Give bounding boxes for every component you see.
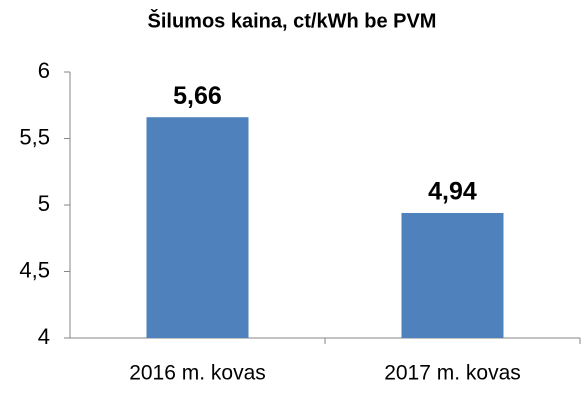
value-label: 5,66: [173, 82, 222, 110]
y-tick-label: 5,5: [19, 124, 50, 149]
value-label: 4,94: [428, 178, 477, 206]
bar: [401, 212, 504, 338]
y-tick-label: 4,5: [19, 257, 50, 282]
x-tick-label: 2017 m. kovas: [384, 362, 521, 385]
y-tick-label: 5: [38, 191, 50, 216]
bar: [146, 117, 249, 338]
chart-title: Šilumos kaina, ct/kWh be PVM: [148, 8, 437, 32]
x-tick-label: 2016 m. kovas: [129, 362, 266, 385]
y-tick-label: 6: [38, 58, 50, 83]
y-tick-label: 4: [38, 324, 50, 349]
